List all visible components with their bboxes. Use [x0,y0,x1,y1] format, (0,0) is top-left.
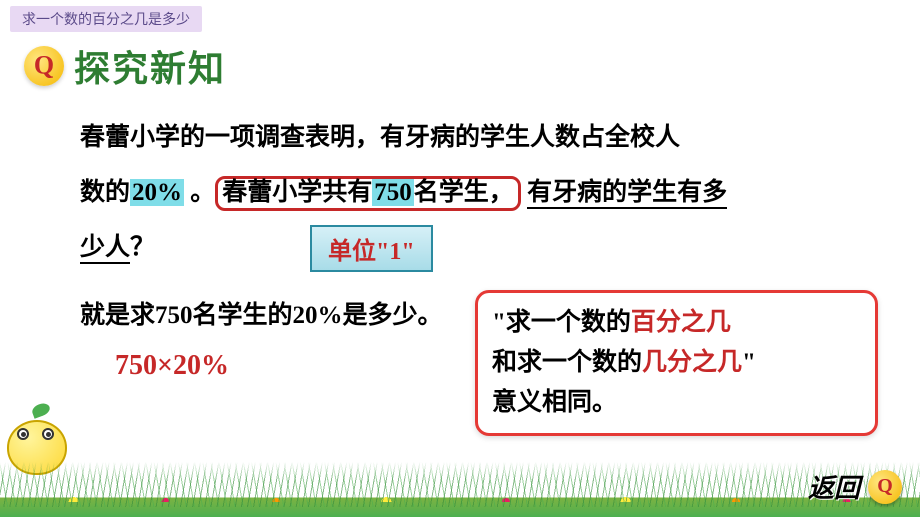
problem-line1: 春蕾小学的一项调查表明，有牙病的学生人数占全校人 [80,124,680,151]
back-button[interactable]: 返回 [808,468,902,505]
formula-text: 750×20% [115,350,229,382]
breadcrumb-tag: 求一个数的百分之几是多少 [10,6,202,32]
boxed-a: 春蕾小学共有 [222,179,372,206]
boxed-b: 名学生， [414,179,514,206]
underline-b: 少人 [80,234,130,264]
callout-r1: 百分之几 [631,309,731,336]
callout-p2: 和求一个数的 [492,349,642,376]
section-title: 探究新知 [24,40,226,92]
callout-r2: 几分之几 [642,349,742,376]
problem-text: 春蕾小学的一项调查表明，有牙病的学生人数占全校人 数的20% 。春蕾小学共有75… [80,110,860,275]
problem-line2b: 。 [184,179,215,206]
callout-p4: 意义相同。 [492,389,617,416]
percent-highlight: 20% [130,179,184,206]
callout-p3: " [742,349,756,376]
grass-decoration [0,462,920,517]
section-title-text: 探究新知 [74,40,226,92]
red-box: 春蕾小学共有750名学生， [215,176,521,211]
q-badge-icon [24,46,64,86]
back-button-label: 返回 [808,468,860,505]
qmark: ？ [130,234,155,261]
callout-box: "求一个数的百分之几和求一个数的几分之几" 意义相同。 [475,290,878,436]
explanation-text: 就是求750名学生的20%是多少。 [80,295,443,331]
callout-p1: "求一个数的 [492,309,631,336]
problem-line2a: 数的 [80,179,130,206]
underline-a: 有牙病的学生有多 [527,179,727,209]
q-return-icon [868,470,902,504]
unit-badge: 单位"1" [310,225,433,272]
num-highlight: 750 [372,179,414,206]
